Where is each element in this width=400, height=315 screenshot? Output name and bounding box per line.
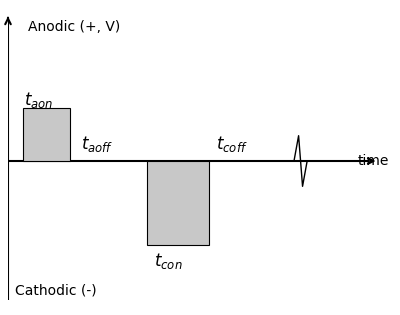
Text: $t_{aoff}$: $t_{aoff}$ <box>81 134 114 154</box>
Text: $t_{con}$: $t_{con}$ <box>154 251 183 271</box>
Bar <box>147 161 209 245</box>
Bar <box>23 107 70 161</box>
Text: Anodic (+, V): Anodic (+, V) <box>28 20 120 34</box>
Text: $t_{coff}$: $t_{coff}$ <box>216 134 248 154</box>
Text: Cathodic (-): Cathodic (-) <box>15 284 97 297</box>
Text: time: time <box>357 154 389 168</box>
Text: $t_{aon}$: $t_{aon}$ <box>24 90 54 110</box>
